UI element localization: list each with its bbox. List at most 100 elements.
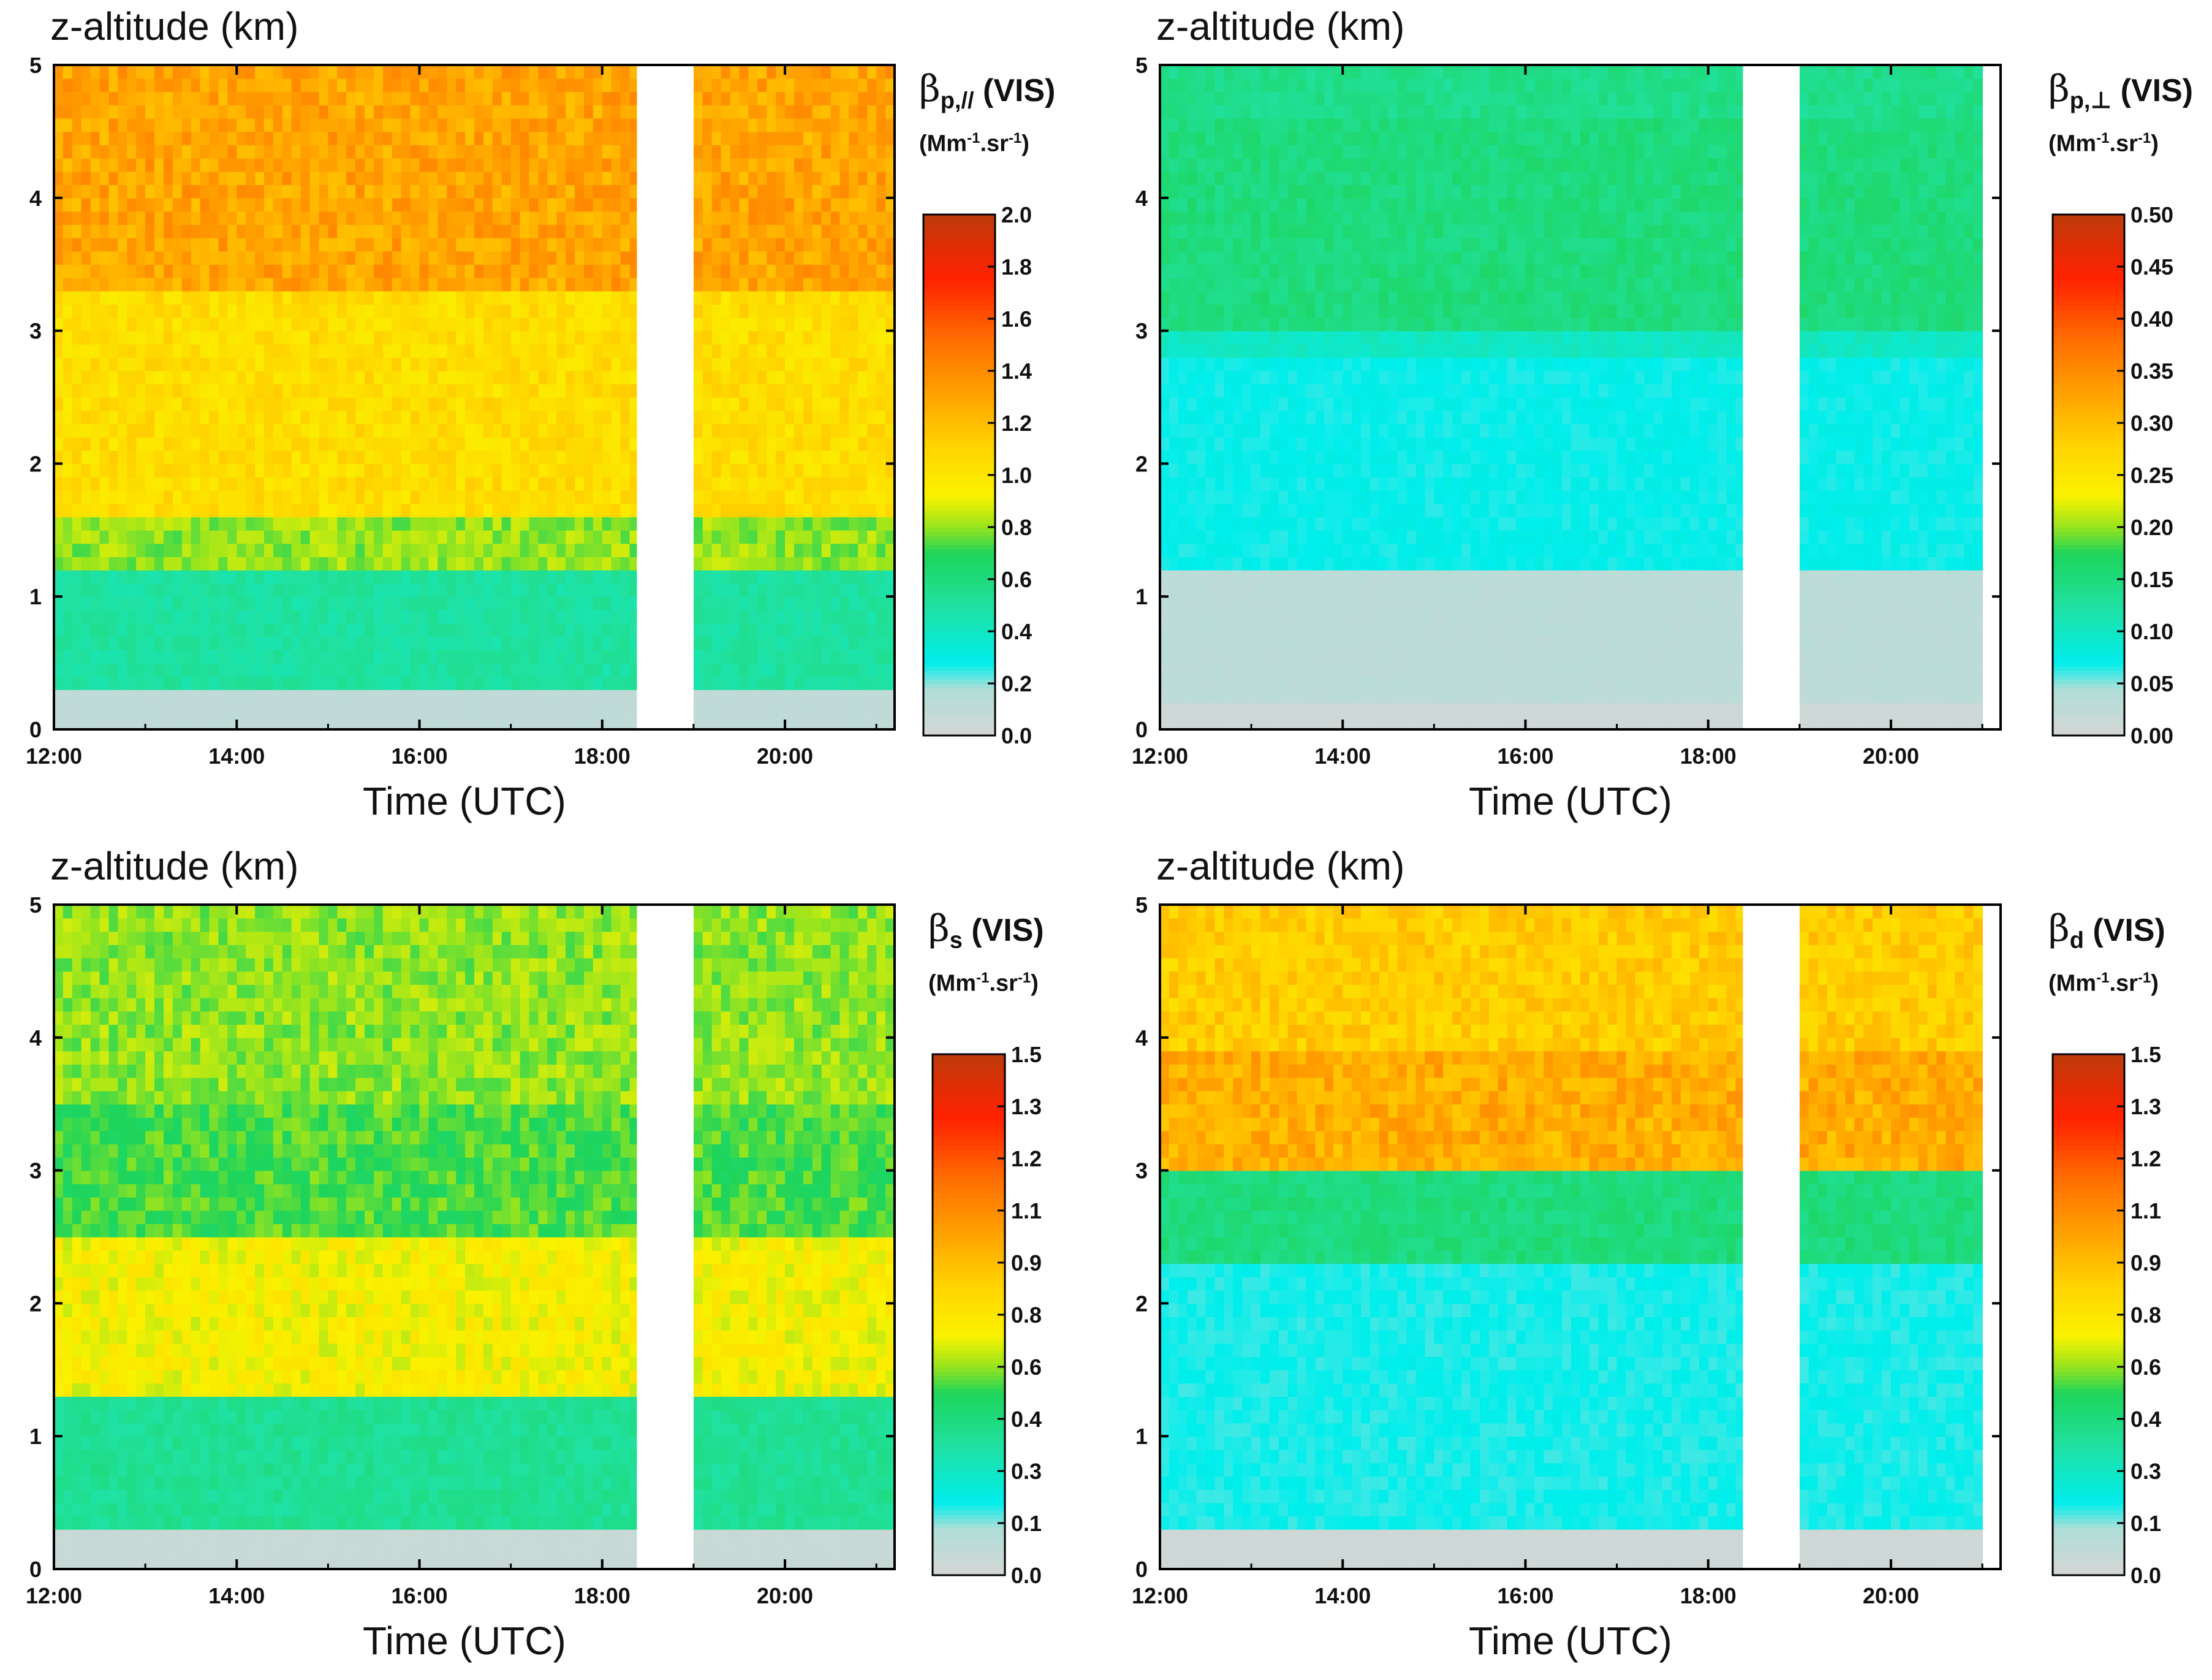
heatmap-cell: [849, 623, 859, 637]
heatmap-cell: [90, 676, 100, 690]
heatmap-cell: [1205, 702, 1216, 717]
heatmap-cell: [145, 424, 155, 438]
heatmap-cell: [447, 636, 456, 650]
heatmap-cell: [858, 211, 868, 225]
heatmap-cell: [382, 517, 393, 531]
heatmap-cell: [794, 609, 804, 624]
heatmap-cell: [839, 304, 850, 318]
heatmap-cell: [328, 291, 338, 305]
heatmap-cell: [410, 596, 420, 610]
heatmap-cell: [867, 145, 877, 159]
heatmap-cell: [99, 78, 110, 93]
heatmap-cell: [181, 503, 192, 517]
heatmap-cell: [392, 530, 402, 544]
heatmap-cell: [255, 583, 265, 597]
heatmap-cell: [392, 636, 402, 650]
heatmap-cell: [849, 197, 859, 212]
heatmap-cell: [876, 251, 886, 265]
heatmap-cell: [127, 317, 137, 332]
heatmap-cell: [99, 291, 110, 305]
heatmap-cell: [730, 384, 740, 398]
heatmap-cell: [237, 131, 246, 145]
heatmap-cell: [200, 224, 210, 238]
heatmap-cell: [218, 702, 229, 717]
heatmap-cell: [748, 623, 759, 637]
heatmap-cell: [181, 171, 192, 185]
heatmap-cell: [365, 357, 374, 371]
heatmap-cell: [145, 636, 155, 650]
heatmap-cell: [447, 716, 456, 730]
colorbar-segment: [923, 566, 995, 571]
heatmap-cell: [209, 211, 219, 225]
heatmap-cell: [711, 583, 722, 597]
heatmap-cell: [419, 702, 430, 717]
heatmap-cell: [145, 105, 155, 119]
heatmap-cell: [1214, 410, 1225, 425]
heatmap-cell: [849, 304, 859, 318]
heatmap-cell: [858, 197, 868, 212]
heatmap-cell: [1224, 330, 1234, 345]
heatmap-cell: [593, 304, 603, 318]
heatmap-cell: [392, 410, 402, 425]
heatmap-cell: [1168, 609, 1179, 624]
heatmap-cell: [1205, 569, 1216, 584]
heatmap-cell: [410, 530, 420, 544]
heatmap-cell: [885, 397, 895, 411]
heatmap-cell: [319, 424, 329, 438]
heatmap-cell: [355, 184, 365, 199]
heatmap-cell: [1187, 171, 1197, 185]
heatmap-cell: [392, 330, 402, 345]
heatmap-cell: [767, 211, 776, 225]
heatmap-cell: [803, 145, 813, 159]
heatmap-cell: [510, 384, 521, 398]
heatmap-cell: [346, 197, 356, 212]
heatmap-cell: [529, 583, 539, 597]
heatmap-cell: [62, 397, 73, 411]
heatmap-cell: [227, 370, 237, 385]
heatmap-cell: [1214, 158, 1225, 172]
heatmap-cell: [830, 370, 841, 385]
heatmap-cell: [401, 197, 411, 212]
heatmap-cell: [127, 543, 137, 557]
heatmap-cell: [118, 384, 128, 398]
heatmap-cell: [108, 649, 119, 664]
heatmap-cell: [876, 118, 886, 132]
heatmap-cell: [401, 78, 411, 93]
heatmap-cell: [1205, 184, 1216, 199]
heatmap-cell: [99, 397, 110, 411]
heatmap-cell: [90, 663, 100, 677]
heatmap-cell: [492, 450, 502, 465]
heatmap-cell: [1178, 636, 1188, 650]
heatmap-cell: [510, 370, 521, 385]
colorbar-segment: [923, 262, 995, 267]
heatmap-cell: [748, 197, 759, 212]
heatmap-cell: [172, 543, 183, 557]
heatmap-cell: [337, 503, 347, 517]
heatmap-cell: [365, 184, 374, 199]
heatmap-cell: [566, 663, 575, 677]
heatmap-cell: [492, 490, 502, 504]
heatmap-cell: [611, 649, 621, 664]
heatmap-cell: [118, 184, 128, 199]
heatmap-cell: [739, 344, 749, 358]
heatmap-cell: [392, 211, 402, 225]
heatmap-cell: [72, 543, 82, 557]
heatmap-cell: [794, 676, 804, 690]
heatmap-cell: [419, 344, 430, 358]
heatmap-cell: [108, 131, 119, 145]
heatmap-cell: [730, 317, 740, 332]
heatmap-cell: [264, 477, 274, 491]
heatmap-cell: [319, 702, 329, 717]
heatmap-cell: [118, 264, 128, 278]
heatmap-cell: [209, 65, 219, 79]
heatmap-cell: [145, 450, 155, 465]
heatmap-cell: [355, 623, 365, 637]
heatmap-cell: [374, 65, 384, 79]
heatmap-cell: [218, 410, 229, 425]
heatmap-cell: [748, 716, 759, 730]
heatmap-cell: [547, 437, 557, 451]
heatmap-cell: [72, 330, 82, 345]
heatmap-cell: [374, 410, 384, 425]
heatmap-cell: [611, 636, 621, 650]
heatmap-cell: [566, 264, 575, 278]
